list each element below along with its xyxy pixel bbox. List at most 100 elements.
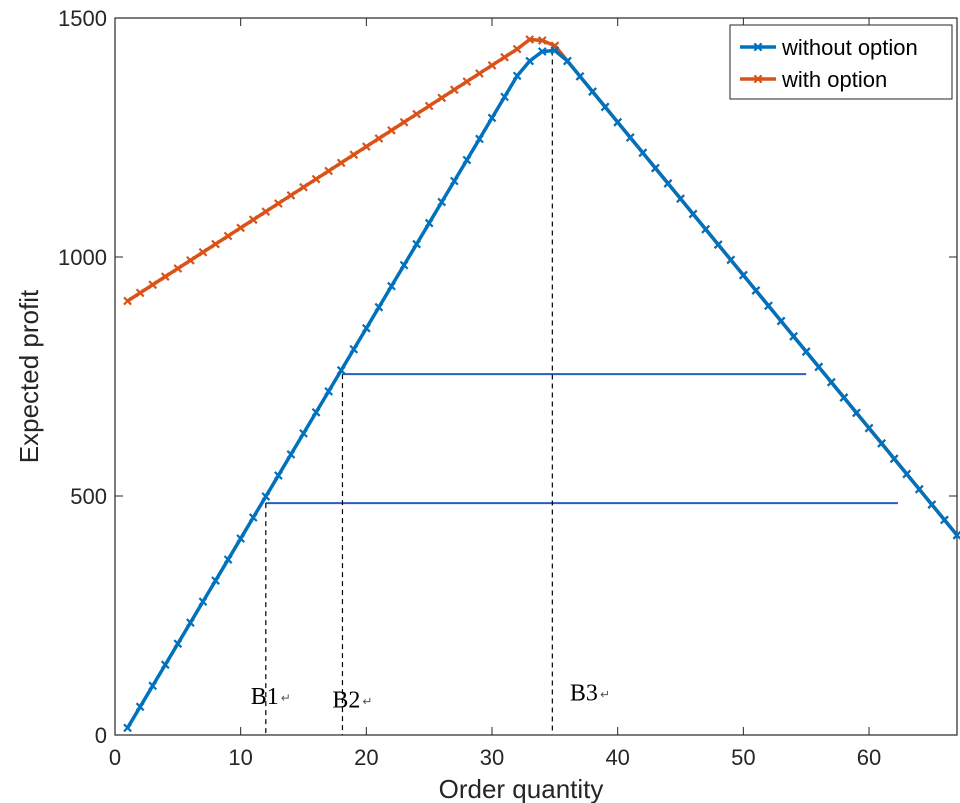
data-point-marker [248, 513, 258, 522]
data-point-marker [186, 618, 195, 628]
data-point-marker [236, 223, 246, 233]
x-tick-label: 20 [354, 745, 378, 770]
data-point-marker [537, 36, 547, 45]
data-point-marker [625, 133, 635, 142]
data-point-marker [475, 134, 484, 144]
data-point-marker [500, 92, 509, 102]
data-point-marker [123, 723, 132, 733]
data-point-marker [387, 125, 396, 135]
data-point-marker [940, 515, 949, 525]
data-point-marker [927, 500, 937, 509]
legend-entry-label: with option [781, 67, 887, 92]
legend-swatch-marker [753, 74, 763, 84]
legend-swatch-marker [753, 42, 763, 52]
data-point-marker [412, 239, 421, 249]
data-point-marker [487, 113, 497, 123]
annotation-return-mark: ↵ [362, 694, 372, 708]
x-tick-label: 50 [731, 745, 755, 770]
plot-frame [114, 17, 958, 736]
data-point-marker [852, 408, 861, 418]
data-point-marker [186, 255, 195, 265]
y-axis-label: Expected profit [14, 289, 44, 463]
data-point-marker [600, 102, 610, 112]
legend: without option with option [729, 24, 953, 100]
data-point-marker [512, 71, 522, 81]
data-point-marker [248, 215, 258, 225]
data-point-marker [160, 272, 170, 281]
y-tick-label: 0 [95, 723, 107, 748]
data-point-marker [336, 365, 346, 375]
data-point-marker [173, 639, 183, 649]
data-point-marker [475, 69, 484, 78]
data-point-marker [613, 117, 623, 127]
plot-area-box [114, 17, 958, 736]
point-annotation-label: B2 [332, 687, 360, 713]
data-point-marker [914, 484, 924, 494]
data-point-marker [374, 134, 384, 143]
data-point-marker [588, 87, 597, 96]
data-point-marker [311, 407, 321, 417]
data-point-marker [324, 386, 334, 396]
data-point-marker [135, 702, 145, 712]
x-axis-label: Order quantity [439, 774, 604, 803]
series-markers [123, 46, 960, 733]
data-point-marker [738, 270, 748, 280]
data-point-marker [148, 681, 158, 691]
data-point-marker [273, 199, 283, 208]
data-point-marker [261, 492, 271, 501]
legend-entry-label: without option [781, 35, 918, 60]
data-point-marker [726, 255, 736, 265]
data-point-marker [324, 166, 334, 176]
y-tick-label: 500 [70, 484, 107, 509]
data-point-marker [437, 197, 447, 207]
data-point-marker [789, 331, 799, 341]
annotation-return-mark: ↵ [600, 688, 610, 702]
data-point-marker [814, 362, 824, 372]
data-point-marker [387, 281, 396, 291]
data-point-marker [160, 660, 170, 670]
data-point-marker [449, 176, 459, 186]
data-point-marker [424, 101, 434, 111]
data-point-marker [713, 240, 723, 249]
data-point-marker [676, 194, 685, 204]
data-point-marker [688, 209, 698, 219]
data-point-marker [462, 77, 472, 86]
data-point-marker [198, 597, 208, 607]
data-point-marker [701, 224, 711, 234]
x-tick-label: 30 [480, 745, 504, 770]
data-point-marker [550, 46, 560, 55]
data-point-marker [663, 179, 673, 188]
reference-lines [265, 50, 898, 735]
data-point-marker [449, 85, 459, 95]
data-point-marker [826, 377, 836, 387]
data-point-marker [751, 286, 761, 295]
data-point-marker [349, 344, 359, 354]
data-point-marker [537, 47, 547, 56]
point-annotation-label: B3 [570, 681, 598, 707]
data-point-marker [651, 163, 660, 173]
data-point-marker [525, 35, 535, 44]
data-point-marker [525, 56, 535, 66]
y-tick-label: 1500 [58, 6, 107, 31]
data-point-marker [764, 301, 773, 311]
point-annotation-label: B1 [251, 684, 279, 710]
data-point-marker [336, 158, 346, 168]
data-point-marker [877, 439, 886, 448]
data-point-marker [801, 347, 811, 357]
data-point-marker [299, 429, 308, 438]
data-point-marker [211, 239, 220, 249]
series-layer [123, 35, 960, 733]
data-point-marker [575, 71, 585, 81]
data-point-marker [563, 56, 572, 66]
x-tick-label: 40 [605, 745, 629, 770]
x-tick-label: 60 [857, 745, 881, 770]
data-point-marker [223, 231, 233, 241]
data-point-marker [273, 471, 283, 480]
annotations: B1 ↵ B2 ↵ B3 ↵ [251, 681, 610, 714]
data-point-marker [286, 450, 296, 459]
data-point-marker [839, 393, 849, 402]
data-point-marker [211, 576, 220, 585]
data-point-marker [361, 142, 371, 151]
data-point-marker [299, 182, 308, 192]
